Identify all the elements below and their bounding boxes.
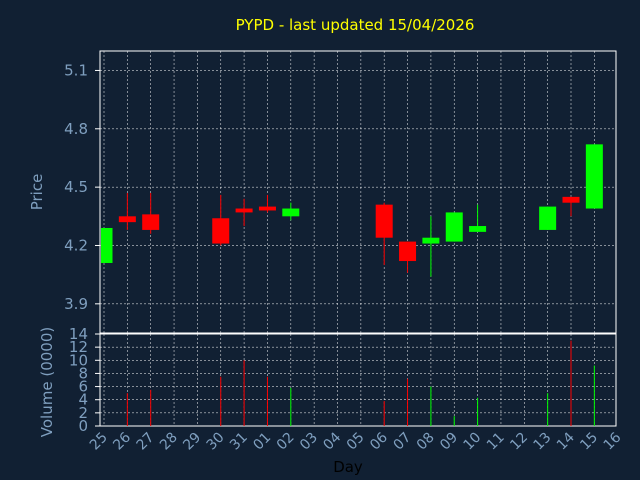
price-y-ticks: 3.9 4.2 4.5 4.8 5.1	[64, 61, 100, 313]
volume-tick-label: 6	[78, 378, 88, 396]
price-grid	[100, 51, 616, 333]
volume-tick-label: 4	[78, 391, 88, 409]
candle-body	[142, 214, 160, 230]
volume-tick-label: 8	[78, 364, 88, 382]
candle-body	[585, 144, 603, 209]
volume-axis-label: Volume (0000)	[38, 327, 56, 437]
candle-body	[235, 208, 253, 213]
volume-tick-label: 14	[69, 325, 88, 343]
chart-title: PYPD - last updated 15/04/2026	[236, 16, 475, 34]
volume-tick-label: 10	[69, 351, 88, 369]
volume-tick-label: 12	[69, 338, 88, 356]
candle-body	[212, 218, 230, 244]
x-axis: 25 26 27 28 29 30 31 01 02 03 04 05 06 07 08 09 10 11 12 13…	[87, 429, 625, 453]
price-tick-label: 4.2	[64, 236, 88, 254]
volume-tick-label: 0	[78, 417, 88, 435]
candlesticks	[101, 144, 603, 277]
candle-body	[375, 204, 393, 238]
price-tick-label: 4.5	[64, 178, 88, 196]
candle-body	[118, 216, 136, 223]
candle-body	[445, 212, 463, 242]
price-panel-frame	[99, 50, 617, 334]
x-axis-label: Day	[333, 458, 363, 476]
candle-body	[539, 206, 557, 230]
candle-body	[282, 208, 300, 217]
volume-panel-frame	[99, 333, 617, 427]
candle-body	[101, 227, 113, 263]
candle-body	[422, 237, 440, 244]
candle-body	[399, 241, 417, 262]
candle-body	[562, 196, 580, 203]
candle-body	[469, 226, 487, 232]
candle-body	[258, 206, 276, 211]
price-panel: 3.9 4.2 4.5 4.8 5.1 Price	[28, 50, 617, 334]
price-axis-label: Price	[28, 174, 46, 211]
volume-tick-label: 2	[78, 404, 88, 422]
price-tick-label: 5.1	[64, 61, 88, 79]
price-tick-label: 3.9	[64, 295, 88, 313]
price-tick-label: 4.8	[64, 120, 88, 138]
volume-bars	[126, 340, 595, 426]
